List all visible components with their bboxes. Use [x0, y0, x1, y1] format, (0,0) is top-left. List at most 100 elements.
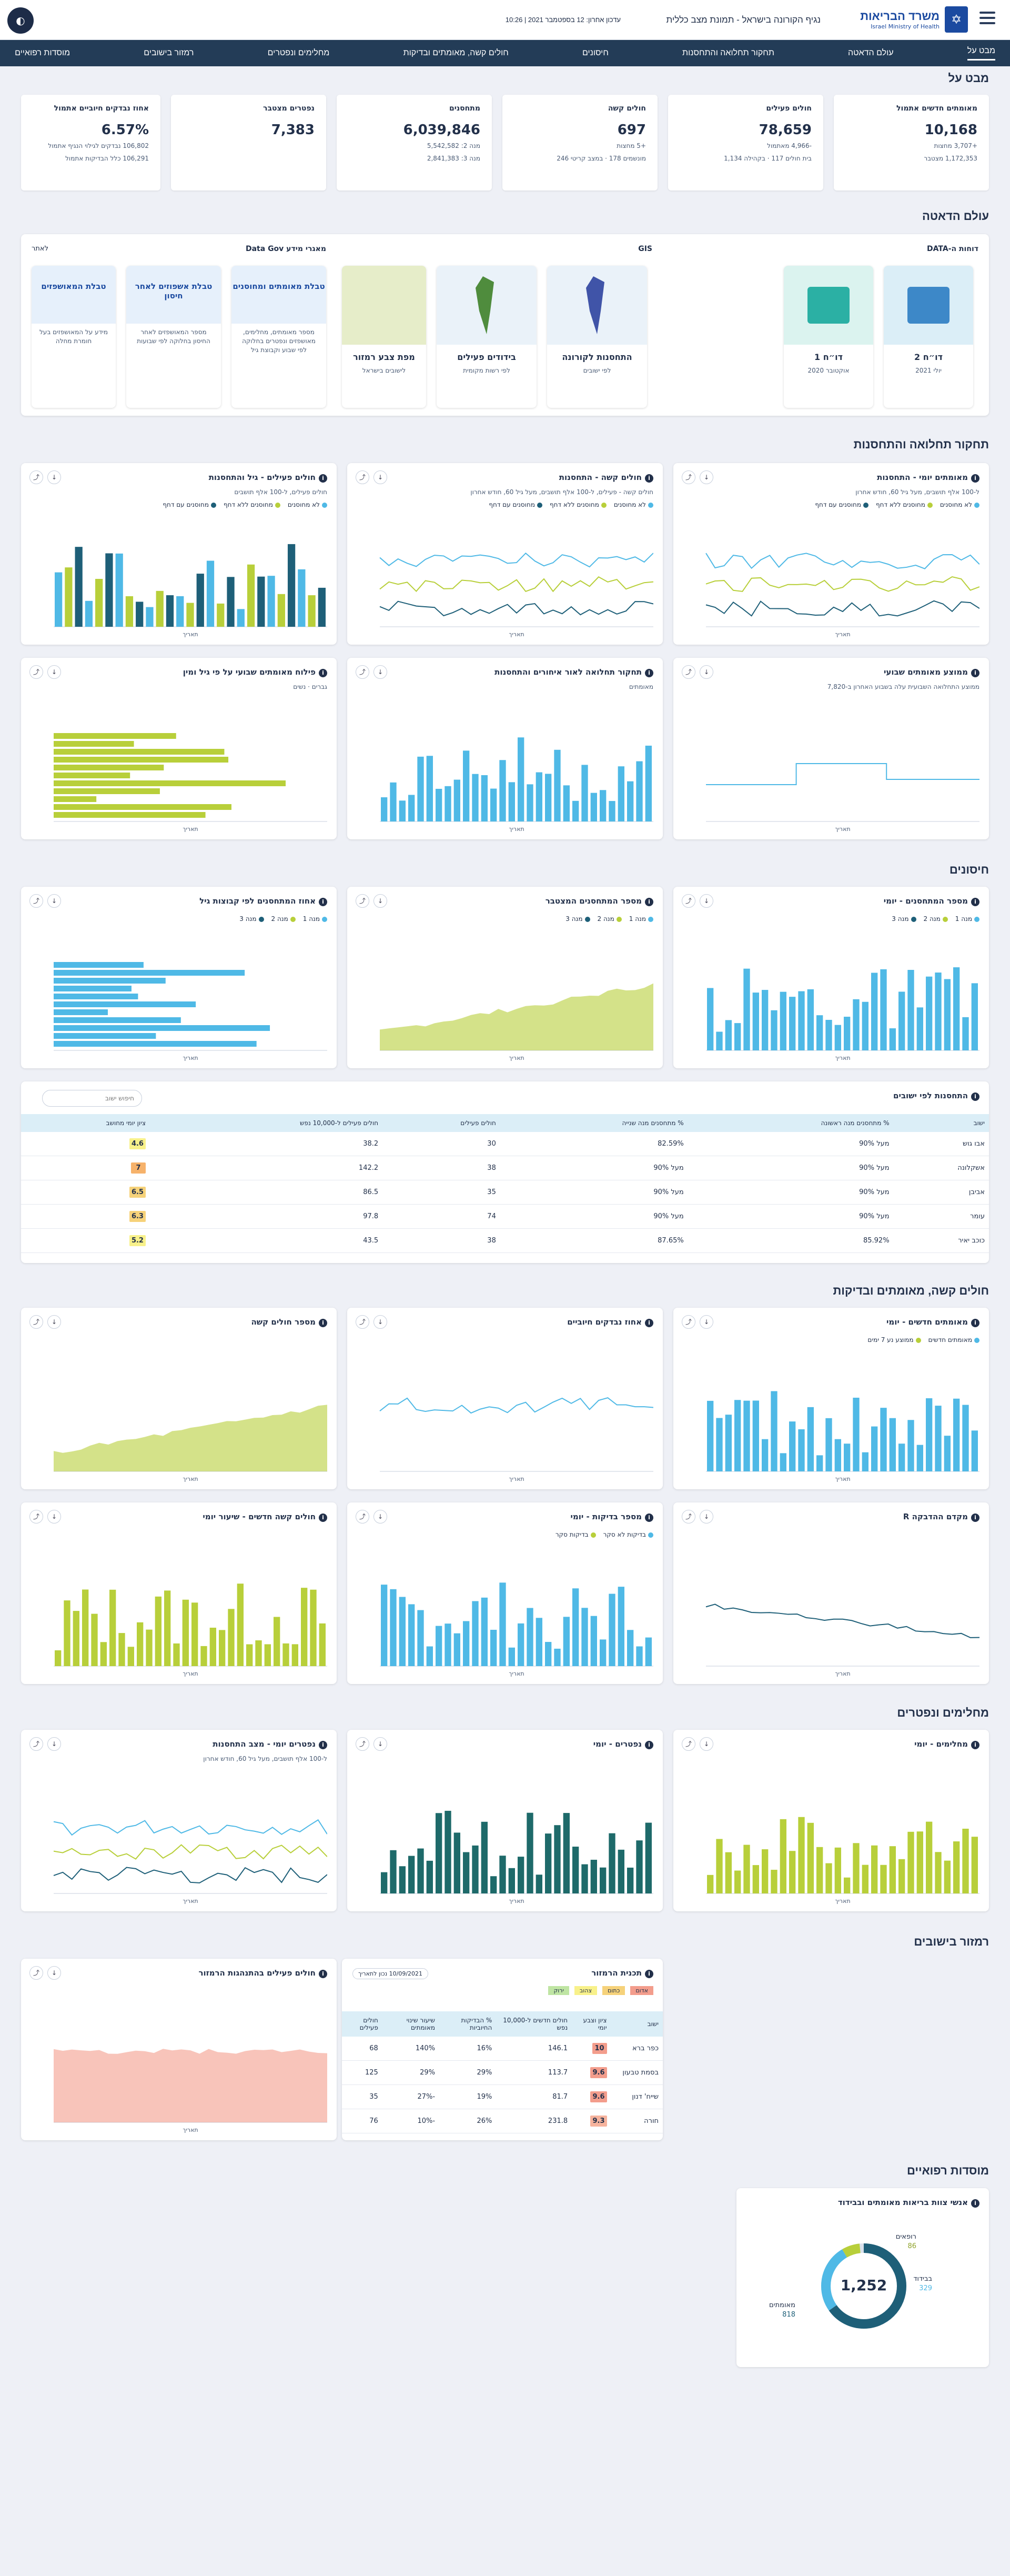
column-header[interactable]: חולים פעילים ל-10,000 נפש: [149, 1114, 383, 1132]
info-icon[interactable]: i: [645, 474, 653, 483]
column-header[interactable]: % מתחסנים מנה שנייה: [500, 1114, 688, 1132]
legend-item[interactable]: מחוסנים ללא דחף: [876, 501, 933, 508]
info-icon[interactable]: i: [319, 1513, 327, 1522]
info-icon[interactable]: i: [645, 669, 653, 677]
legend-item[interactable]: מחוסנים ללא דחף: [550, 501, 607, 508]
legend-item[interactable]: ממוצע נע 7 ימים: [867, 1336, 921, 1344]
table-row[interactable]: בסמת טבעון 9.6 113.7 29% 29% 125: [342, 2060, 663, 2085]
gov-more-link[interactable]: לאתר: [32, 245, 48, 253]
download-icon[interactable]: ↓: [700, 894, 713, 908]
legend-item[interactable]: לא מחוסנים: [940, 501, 979, 508]
info-icon[interactable]: i: [319, 1741, 327, 1749]
download-icon[interactable]: ↓: [373, 470, 387, 484]
info-icon[interactable]: i: [971, 1092, 979, 1101]
legend-item[interactable]: בדיקות סקר: [556, 1531, 596, 1538]
table-row[interactable]: באקה אל-גרביה9.3125.112%13%574: [342, 2133, 663, 2140]
legend-item[interactable]: מחוסנים עם דחף: [815, 501, 868, 508]
info-icon[interactable]: i: [645, 1513, 653, 1522]
share-icon[interactable]: ⤴: [29, 1737, 43, 1751]
download-icon[interactable]: ↓: [373, 1737, 387, 1751]
info-icon[interactable]: i: [319, 1970, 327, 1978]
column-header[interactable]: ציון יומי מחושב: [21, 1114, 150, 1132]
download-icon[interactable]: ↓: [47, 1510, 61, 1523]
column-header[interactable]: ישוב: [893, 1114, 989, 1132]
info-icon[interactable]: i: [645, 898, 653, 906]
column-header[interactable]: חולים פעילים: [382, 1114, 500, 1132]
download-icon[interactable]: ↓: [373, 665, 387, 679]
gov-card-3[interactable]: טבלת המאושפזים מידע על המאושפזים בעל חומ…: [32, 266, 116, 408]
doc-card-1[interactable]: דו״ח 1 אוקטובר 2020: [784, 266, 873, 408]
legend-item[interactable]: מנה 1: [629, 915, 653, 923]
info-icon[interactable]: i: [645, 1741, 653, 1749]
info-icon[interactable]: i: [971, 1741, 979, 1749]
share-icon[interactable]: ⤴: [682, 470, 695, 484]
share-icon[interactable]: ⤴: [356, 894, 369, 908]
nav-data-world[interactable]: עולם הדאטה: [848, 48, 894, 57]
table-row[interactable]: אבו גוש מעל 90% 82.59% 30 38.2 4.6: [21, 1132, 989, 1156]
nav-recovered[interactable]: מחלימים ונפטרים: [267, 48, 330, 57]
download-icon[interactable]: ↓: [700, 665, 713, 679]
table-row[interactable]: כפר ברא 10 146.1 16% 140% 68: [342, 2037, 663, 2061]
legend-item[interactable]: מנה 3: [239, 915, 264, 923]
download-icon[interactable]: ↓: [47, 1737, 61, 1751]
legend-item[interactable]: מנה 2: [924, 915, 948, 923]
gov-card-2[interactable]: טבלת אשפוזים לאחר חיסון מספר המאושפזים ל…: [126, 266, 221, 408]
download-icon[interactable]: ↓: [47, 1315, 61, 1329]
legend-item[interactable]: מאומתים חדשים: [928, 1336, 979, 1344]
share-icon[interactable]: ⤴: [682, 894, 695, 908]
nav-severe[interactable]: חולים קשה, מאומתים ובדיקות: [403, 48, 509, 57]
accessibility-icon[interactable]: ◐: [7, 7, 34, 34]
legend-item[interactable]: לא מחוסנים: [288, 501, 327, 508]
column-header[interactable]: חולים פעילים: [342, 2011, 382, 2037]
info-icon[interactable]: i: [319, 898, 327, 906]
share-icon[interactable]: ⤴: [29, 1966, 43, 1980]
share-icon[interactable]: ⤴: [682, 1510, 695, 1523]
nav-medical[interactable]: מוסדות רפואיים: [15, 48, 70, 57]
download-icon[interactable]: ↓: [700, 1510, 713, 1523]
share-icon[interactable]: ⤴: [29, 1315, 43, 1329]
info-icon[interactable]: i: [971, 898, 979, 906]
download-icon[interactable]: ↓: [373, 894, 387, 908]
legend-item[interactable]: מנה 3: [565, 915, 590, 923]
share-icon[interactable]: ⤴: [29, 1510, 43, 1523]
table-row[interactable]: אשקלונה מעל 90% מעל 90% 38 142.2 7: [21, 1156, 989, 1180]
download-icon[interactable]: ↓: [47, 470, 61, 484]
info-icon[interactable]: i: [971, 1513, 979, 1522]
nav-traffic[interactable]: רמזור בישובים: [144, 48, 194, 57]
column-header[interactable]: שיעור שינוי מאומתים: [382, 2011, 440, 2037]
doc-card-2[interactable]: דו״ח 2 יולי 2021: [884, 266, 973, 408]
info-icon[interactable]: i: [971, 474, 979, 483]
share-icon[interactable]: ⤴: [29, 894, 43, 908]
legend-item[interactable]: מנה 1: [303, 915, 327, 923]
table-row[interactable]: אביבן מעל 90% מעל 90% 35 86.5 6.5: [21, 1180, 989, 1205]
gov-card-1[interactable]: טבלת מאומתים ומחוסנים מספר מאומתים, מחלי…: [231, 266, 326, 408]
gis-card-isolation[interactable]: בידודים פעילים לפי רשות מקומית: [437, 266, 537, 408]
nav-overview[interactable]: מבט על: [967, 46, 995, 61]
legend-item[interactable]: מנה 3: [892, 915, 916, 923]
download-icon[interactable]: ↓: [373, 1315, 387, 1329]
legend-item[interactable]: מנה 2: [598, 915, 622, 923]
table-row[interactable]: שייח' דנון 9.6 81.7 19% -27% 35: [342, 2084, 663, 2109]
legend-item[interactable]: מחוסנים עם דחף: [163, 501, 216, 508]
share-icon[interactable]: ⤴: [682, 1315, 695, 1329]
download-icon[interactable]: ↓: [47, 894, 61, 908]
share-icon[interactable]: ⤴: [356, 1315, 369, 1329]
info-icon[interactable]: i: [971, 669, 979, 677]
share-icon[interactable]: ⤴: [29, 665, 43, 679]
info-icon[interactable]: i: [645, 1319, 653, 1327]
column-header[interactable]: ישוב: [611, 2011, 663, 2037]
nav-research[interactable]: תחקור תחלואה והתחסנות: [682, 48, 774, 57]
table-row[interactable]: כוכב יאיר 85.92% 87.65% 38 43.5 5.2: [21, 1228, 989, 1253]
table-row[interactable]: עומר מעל 90% מעל 90% 74 97.8 6.3: [21, 1204, 989, 1229]
info-icon[interactable]: i: [319, 669, 327, 677]
share-icon[interactable]: ⤴: [682, 665, 695, 679]
download-icon[interactable]: ↓: [373, 1510, 387, 1523]
info-icon[interactable]: i: [971, 2199, 979, 2208]
legend-item[interactable]: לא מחוסנים: [614, 501, 653, 508]
download-icon[interactable]: ↓: [700, 1737, 713, 1751]
share-icon[interactable]: ⤴: [356, 665, 369, 679]
legend-item[interactable]: מנה 2: [271, 915, 296, 923]
info-icon[interactable]: i: [319, 1319, 327, 1327]
share-icon[interactable]: ⤴: [29, 470, 43, 484]
column-header[interactable]: ציון וצבע יומי: [572, 2011, 611, 2037]
